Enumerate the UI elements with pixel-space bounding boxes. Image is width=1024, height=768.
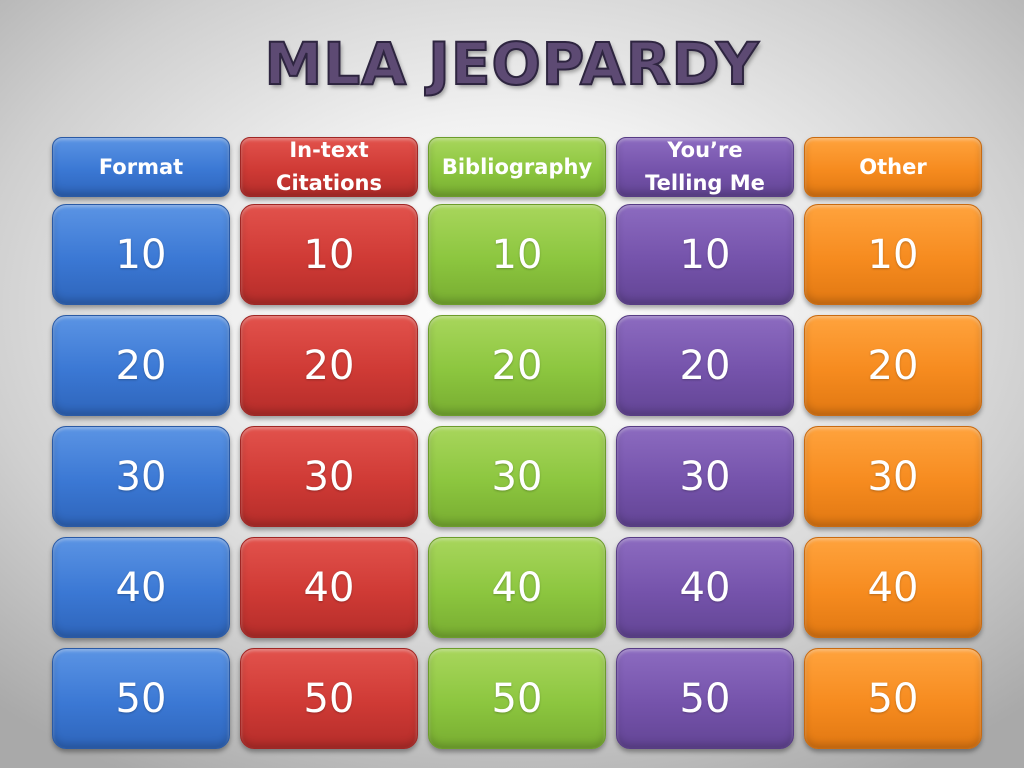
tile-youre-telling-me-20[interactable]: 20 [616, 315, 794, 416]
tile-bibliography-20[interactable]: 20 [428, 315, 606, 416]
tile-youre-telling-me-50[interactable]: 50 [616, 648, 794, 749]
category-header-bibliography: Bibliography [428, 137, 606, 197]
tile-other-30[interactable]: 30 [804, 426, 982, 527]
category-header-in-text-citations: In-text Citations [240, 137, 418, 197]
tile-bibliography-40[interactable]: 40 [428, 537, 606, 638]
page-title: MLA JEOPARDY [264, 29, 760, 99]
tile-format-20[interactable]: 20 [52, 315, 230, 416]
tile-in-text-citations-40[interactable]: 40 [240, 537, 418, 638]
tile-bibliography-50[interactable]: 50 [428, 648, 606, 749]
category-header-youre-telling-me: You’re Telling Me [616, 137, 794, 197]
tile-bibliography-10[interactable]: 10 [428, 204, 606, 305]
tile-youre-telling-me-30[interactable]: 30 [616, 426, 794, 527]
category-header-format: Format [52, 137, 230, 197]
tile-in-text-citations-50[interactable]: 50 [240, 648, 418, 749]
tile-bibliography-30[interactable]: 30 [428, 426, 606, 527]
tile-other-20[interactable]: 20 [804, 315, 982, 416]
tile-in-text-citations-30[interactable]: 30 [240, 426, 418, 527]
category-header-other: Other [804, 137, 982, 197]
tile-youre-telling-me-40[interactable]: 40 [616, 537, 794, 638]
tile-other-40[interactable]: 40 [804, 537, 982, 638]
tile-in-text-citations-20[interactable]: 20 [240, 315, 418, 416]
tile-format-40[interactable]: 40 [52, 537, 230, 638]
tile-format-10[interactable]: 10 [52, 204, 230, 305]
tile-other-10[interactable]: 10 [804, 204, 982, 305]
tile-format-30[interactable]: 30 [52, 426, 230, 527]
jeopardy-board: Format 10 20 30 40 50 In-text Citations … [52, 137, 982, 751]
tile-in-text-citations-10[interactable]: 10 [240, 204, 418, 305]
tile-youre-telling-me-10[interactable]: 10 [616, 204, 794, 305]
tile-other-50[interactable]: 50 [804, 648, 982, 749]
tile-format-50[interactable]: 50 [52, 648, 230, 749]
